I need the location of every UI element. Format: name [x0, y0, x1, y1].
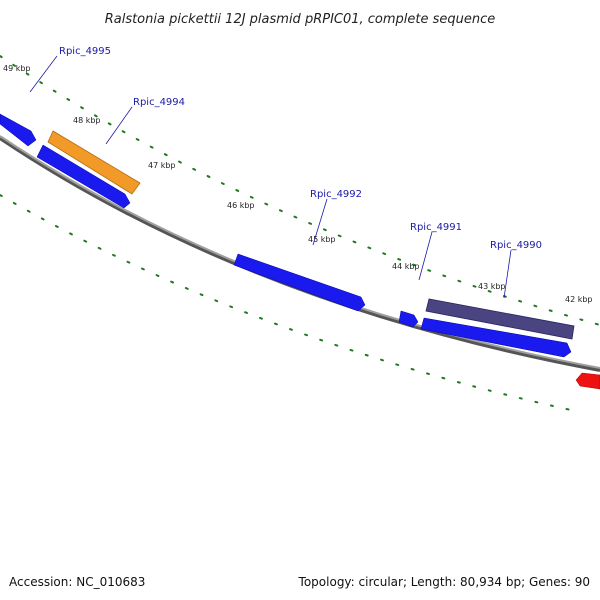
scale-label-43kbp: 43 kbp: [478, 282, 506, 291]
gene-block-left-outer: [0, 113, 37, 147]
gene-block-inner-1: [36, 144, 131, 209]
leader-rpic-4991: [418, 231, 433, 281]
scale-label-48kbp: 48 kbp: [73, 116, 101, 125]
scale-label-44kbp: 44 kbp: [392, 262, 420, 271]
rna-block-right: [575, 372, 600, 390]
scale-label-45kbp: 45 kbp: [308, 235, 336, 244]
scale-label-46kbp: 46 kbp: [227, 201, 255, 210]
topology-summary: Topology: circular; Length: 80,934 bp; G…: [298, 575, 590, 589]
leader-rpic-4995: [29, 55, 58, 93]
gene-block-rpic-4991: [398, 310, 419, 328]
gene-label-rpic-4994: Rpic_4994: [133, 97, 185, 108]
gene-block-rpic-4994: [47, 130, 141, 195]
accession-label: Accession: NC_010683: [9, 575, 146, 589]
gene-block-inner-2: [420, 317, 572, 358]
leader-rpic-4990: [503, 249, 512, 299]
gene-label-rpic-4992: Rpic_4992: [310, 189, 362, 200]
gene-label-rpic-4991: Rpic_4991: [410, 222, 462, 233]
scale-label-42kbp: 42 kbp: [565, 295, 593, 304]
outer-scale-track: [0, 55, 600, 326]
gene-block-rpic-4990: [425, 298, 575, 340]
map-title: Ralstonia pickettii 12J plasmid pRPIC01,…: [105, 12, 496, 27]
gene-label-rpic-4990: Rpic_4990: [490, 240, 542, 251]
inner-scale-track: [0, 194, 581, 413]
gene-block-rpic-4992: [233, 253, 366, 312]
gene-label-rpic-4995: Rpic_4995: [59, 46, 111, 57]
leader-rpic-4992: [312, 198, 328, 246]
leader-rpic-4994: [105, 106, 133, 145]
scale-label-47kbp: 47 kbp: [148, 161, 176, 170]
scale-label-49kbp: 49 kbp: [3, 64, 31, 73]
